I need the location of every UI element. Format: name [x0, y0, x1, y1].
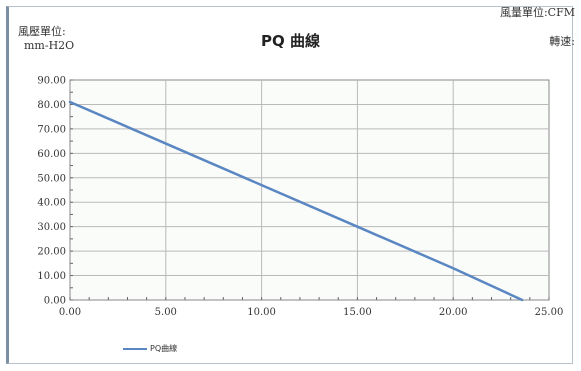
pressure-unit-value: mm-H2O — [24, 39, 75, 52]
x-tick-label: 10.00 — [247, 307, 276, 318]
pressure-unit-title: 風壓單位: — [18, 25, 66, 38]
y-tick-label: 40.00 — [37, 198, 66, 209]
x-tick-label: 5.00 — [155, 307, 177, 318]
y-tick-label: 10.00 — [37, 271, 66, 282]
series-line-pq — [68, 100, 524, 302]
chart-title: PQ 曲線 — [261, 32, 320, 50]
legend-label: PQ曲線 — [150, 344, 178, 353]
legend: PQ曲線 — [123, 343, 177, 354]
axis-ticks: 0.00 10.00 20.00 30.00 40.00 50.00 60.00 70.00 8… — [37, 76, 563, 319]
x-tick-label: 25.00 — [535, 307, 564, 318]
y-tick-label: 60.00 — [37, 149, 66, 160]
y-tick-label: 30.00 — [37, 222, 66, 233]
x-tick-label: 0.00 — [59, 307, 81, 318]
pressure-unit-label: 風壓單位: mm-H2O — [18, 25, 74, 53]
x-tick-label: 15.00 — [343, 307, 372, 318]
legend-swatch — [123, 347, 147, 350]
plot-area — [69, 79, 550, 301]
flow-unit-label: 風量單位:CFM — [499, 6, 575, 19]
y-tick-label: 0.00 — [44, 296, 66, 307]
y-tick-label: 90.00 — [37, 76, 66, 87]
y-tick-label: 70.00 — [37, 124, 66, 135]
x-tick-label: 20.00 — [439, 307, 468, 318]
y-tick-label: 80.00 — [37, 100, 66, 111]
y-tick-label: 20.00 — [37, 247, 66, 258]
series-group — [68, 100, 524, 302]
speed-label: 轉速: — [549, 35, 575, 48]
y-tick-label: 50.00 — [37, 173, 66, 184]
